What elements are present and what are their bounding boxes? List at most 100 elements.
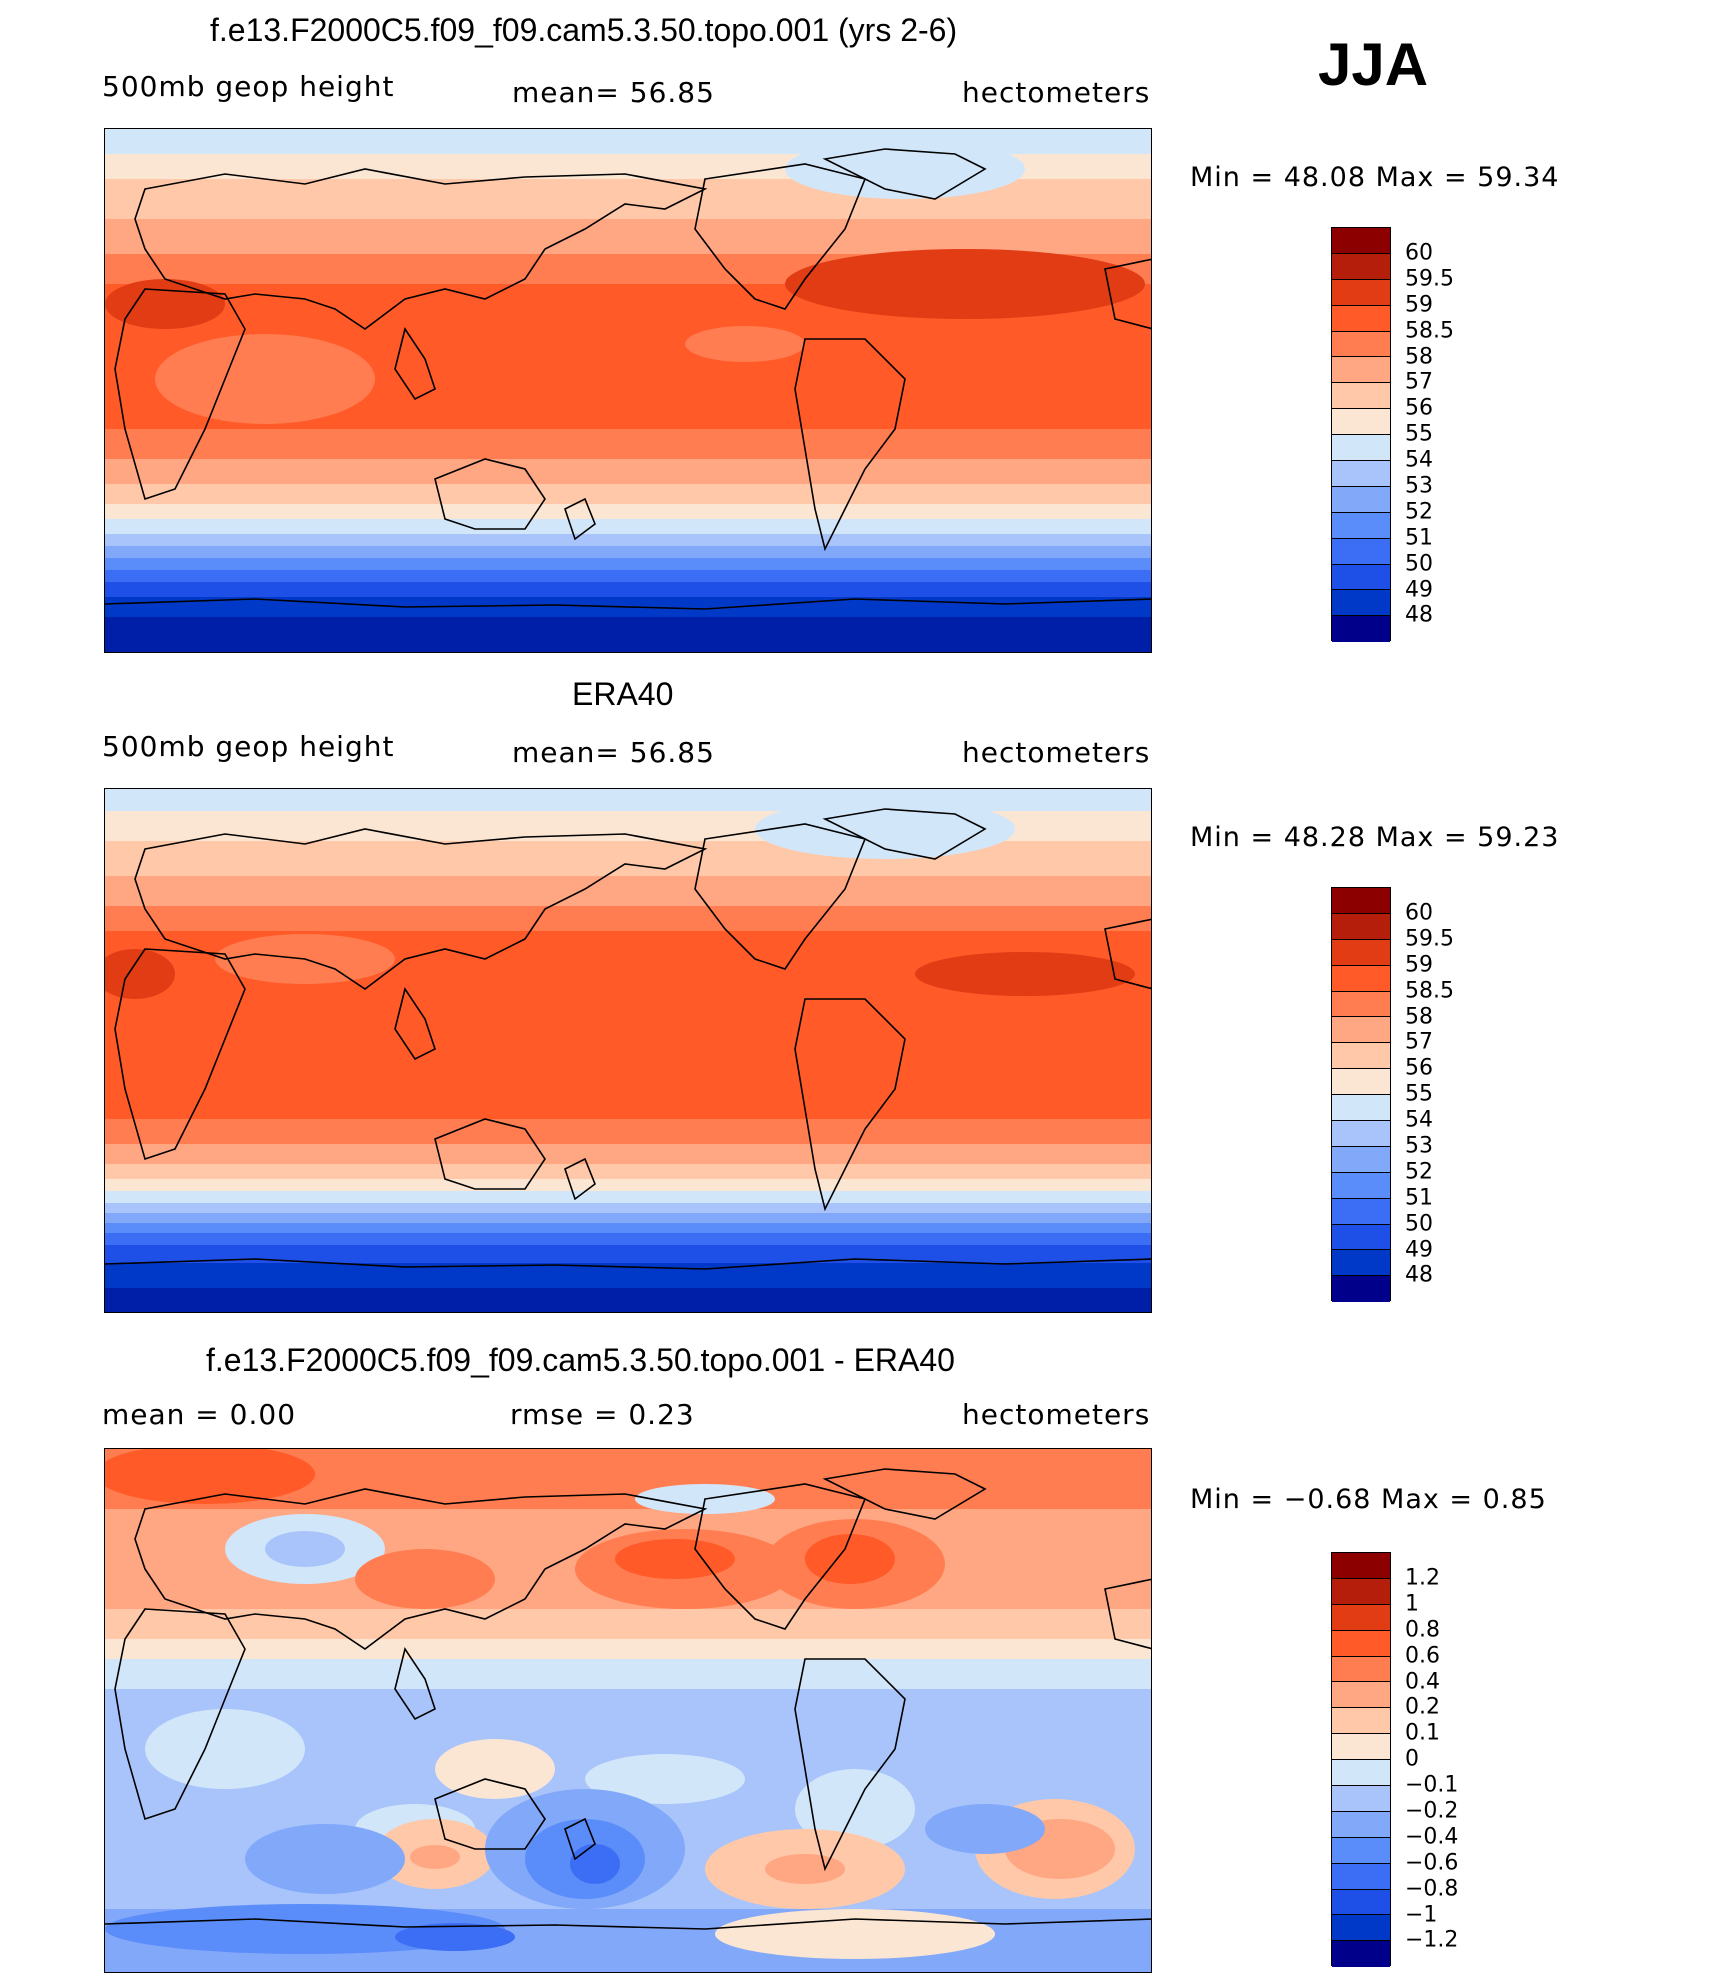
colorbar-swatch bbox=[1332, 1889, 1390, 1916]
colorbar-swatch bbox=[1332, 1276, 1390, 1303]
colorbar-swatch bbox=[1332, 331, 1390, 358]
colorbar-swatch bbox=[1332, 253, 1390, 280]
colorbar-label: 50 bbox=[1405, 1211, 1433, 1237]
panel3-title: f.e13.F2000C5.f09_f09.cam5.3.50.topo.001… bbox=[206, 1342, 955, 1378]
panel1-variable-label: 500mb geop height bbox=[102, 70, 395, 103]
colorbar-label: 0.8 bbox=[1405, 1617, 1440, 1643]
colorbar-label: −0.8 bbox=[1405, 1876, 1459, 1902]
colorbar-swatch bbox=[1332, 1630, 1390, 1657]
colorbar-label: 1.2 bbox=[1405, 1565, 1440, 1591]
season-label: JJA bbox=[1318, 31, 1429, 98]
colorbar-label: 1 bbox=[1405, 1591, 1419, 1617]
colorbar-label: −0.2 bbox=[1405, 1798, 1459, 1824]
panel1-title: f.e13.F2000C5.f09_f09.cam5.3.50.topo.001… bbox=[210, 12, 958, 48]
colorbar-label: 58.5 bbox=[1405, 318, 1454, 344]
colorbar-swatch bbox=[1332, 1224, 1390, 1251]
colorbar-label: 52 bbox=[1405, 499, 1433, 525]
colorbar-label: 52 bbox=[1405, 1159, 1433, 1185]
colorbar-label: 49 bbox=[1405, 1237, 1433, 1263]
colorbar-label: 48 bbox=[1405, 1262, 1433, 1288]
colorbar-swatch bbox=[1332, 383, 1390, 410]
colorbar-swatch bbox=[1332, 564, 1390, 591]
panel1-colorbar bbox=[1331, 227, 1391, 643]
colorbar-label: 59 bbox=[1405, 292, 1433, 318]
panel2-map bbox=[104, 788, 1152, 1313]
panel3-colorbar bbox=[1331, 1552, 1391, 1968]
colorbar-swatch bbox=[1332, 590, 1390, 617]
colorbar-label: 51 bbox=[1405, 525, 1433, 551]
colorbar-label: 60 bbox=[1405, 240, 1433, 266]
colorbar-swatch bbox=[1332, 1708, 1390, 1735]
colorbar-label: 55 bbox=[1405, 1081, 1433, 1107]
colorbar-swatch bbox=[1332, 1121, 1390, 1147]
colorbar-swatch bbox=[1332, 1095, 1390, 1122]
colorbar-swatch bbox=[1332, 1604, 1390, 1631]
panel2-title: ERA40 bbox=[572, 676, 674, 712]
panel2-mean-label: mean= 56.85 bbox=[512, 736, 715, 769]
colorbar-swatch bbox=[1332, 1250, 1390, 1277]
colorbar-label: 57 bbox=[1405, 369, 1433, 395]
panel2-colorbar bbox=[1331, 887, 1391, 1303]
colorbar-swatch bbox=[1332, 1553, 1390, 1579]
colorbar-swatch bbox=[1332, 1863, 1390, 1890]
colorbar-swatch bbox=[1332, 486, 1390, 513]
colorbar-label: 0 bbox=[1405, 1746, 1419, 1772]
colorbar-label: 0.6 bbox=[1405, 1643, 1440, 1669]
colorbar-label: −1 bbox=[1405, 1902, 1438, 1928]
colorbar-swatch bbox=[1332, 965, 1390, 992]
colorbar-swatch bbox=[1332, 435, 1390, 462]
colorbar-label: 48 bbox=[1405, 602, 1433, 628]
panel2-variable-label: 500mb geop height bbox=[102, 730, 395, 763]
panel3-rmse-label: rmse = 0.23 bbox=[510, 1398, 695, 1431]
colorbar-swatch bbox=[1332, 409, 1390, 436]
colorbar-label: −0.4 bbox=[1405, 1824, 1459, 1850]
colorbar-label: 59.5 bbox=[1405, 926, 1454, 952]
colorbar-label: 54 bbox=[1405, 1107, 1433, 1133]
colorbar-label: 0.1 bbox=[1405, 1720, 1440, 1746]
colorbar-swatch bbox=[1332, 1146, 1390, 1173]
colorbar-label: 49 bbox=[1405, 577, 1433, 603]
panel1-units-label: hectometers bbox=[962, 76, 1151, 109]
panel3-minmax: Min = −0.68 Max = 0.85 bbox=[1190, 1484, 1547, 1515]
panel3-mean-label: mean = 0.00 bbox=[102, 1398, 297, 1431]
colorbar-swatch bbox=[1332, 357, 1390, 384]
colorbar-label: 58 bbox=[1405, 1004, 1433, 1030]
colorbar-swatch bbox=[1332, 1198, 1390, 1225]
colorbar-label: −0.1 bbox=[1405, 1772, 1459, 1798]
panel2-map-svg bbox=[105, 789, 1151, 1312]
colorbar-label: 53 bbox=[1405, 473, 1433, 499]
colorbar-swatch bbox=[1332, 1656, 1390, 1683]
colorbar-swatch bbox=[1332, 991, 1390, 1018]
colorbar-swatch bbox=[1332, 461, 1390, 487]
panel1-minmax: Min = 48.08 Max = 59.34 bbox=[1190, 162, 1560, 193]
colorbar-label: 58.5 bbox=[1405, 978, 1454, 1004]
colorbar-swatch bbox=[1332, 939, 1390, 966]
colorbar-label: 54 bbox=[1405, 447, 1433, 473]
colorbar-swatch bbox=[1332, 228, 1390, 254]
colorbar-swatch bbox=[1332, 888, 1390, 914]
colorbar-label: −0.6 bbox=[1405, 1850, 1459, 1876]
colorbar-swatch bbox=[1332, 1017, 1390, 1044]
colorbar-swatch bbox=[1332, 1172, 1390, 1199]
colorbar-label: −1.2 bbox=[1405, 1927, 1459, 1953]
colorbar-swatch bbox=[1332, 305, 1390, 332]
panel3-map-svg bbox=[105, 1449, 1151, 1972]
panel1-map bbox=[104, 128, 1152, 653]
panel2-units-label: hectometers bbox=[962, 736, 1151, 769]
panel3-units-label: hectometers bbox=[962, 1398, 1151, 1431]
panel1-map-svg bbox=[105, 129, 1151, 652]
panel2-minmax: Min = 48.28 Max = 59.23 bbox=[1190, 822, 1560, 853]
colorbar-swatch bbox=[1332, 1682, 1390, 1709]
colorbar-swatch bbox=[1332, 538, 1390, 565]
colorbar-swatch bbox=[1332, 1734, 1390, 1761]
colorbar-label: 55 bbox=[1405, 421, 1433, 447]
colorbar-label: 57 bbox=[1405, 1029, 1433, 1055]
colorbar-swatch bbox=[1332, 616, 1390, 643]
colorbar-swatch bbox=[1332, 1941, 1390, 1968]
colorbar-label: 56 bbox=[1405, 1055, 1433, 1081]
colorbar-swatch bbox=[1332, 1837, 1390, 1864]
colorbar-label: 56 bbox=[1405, 395, 1433, 421]
colorbar-label: 60 bbox=[1405, 900, 1433, 926]
colorbar-swatch bbox=[1332, 1578, 1390, 1605]
colorbar-swatch bbox=[1332, 1811, 1390, 1838]
